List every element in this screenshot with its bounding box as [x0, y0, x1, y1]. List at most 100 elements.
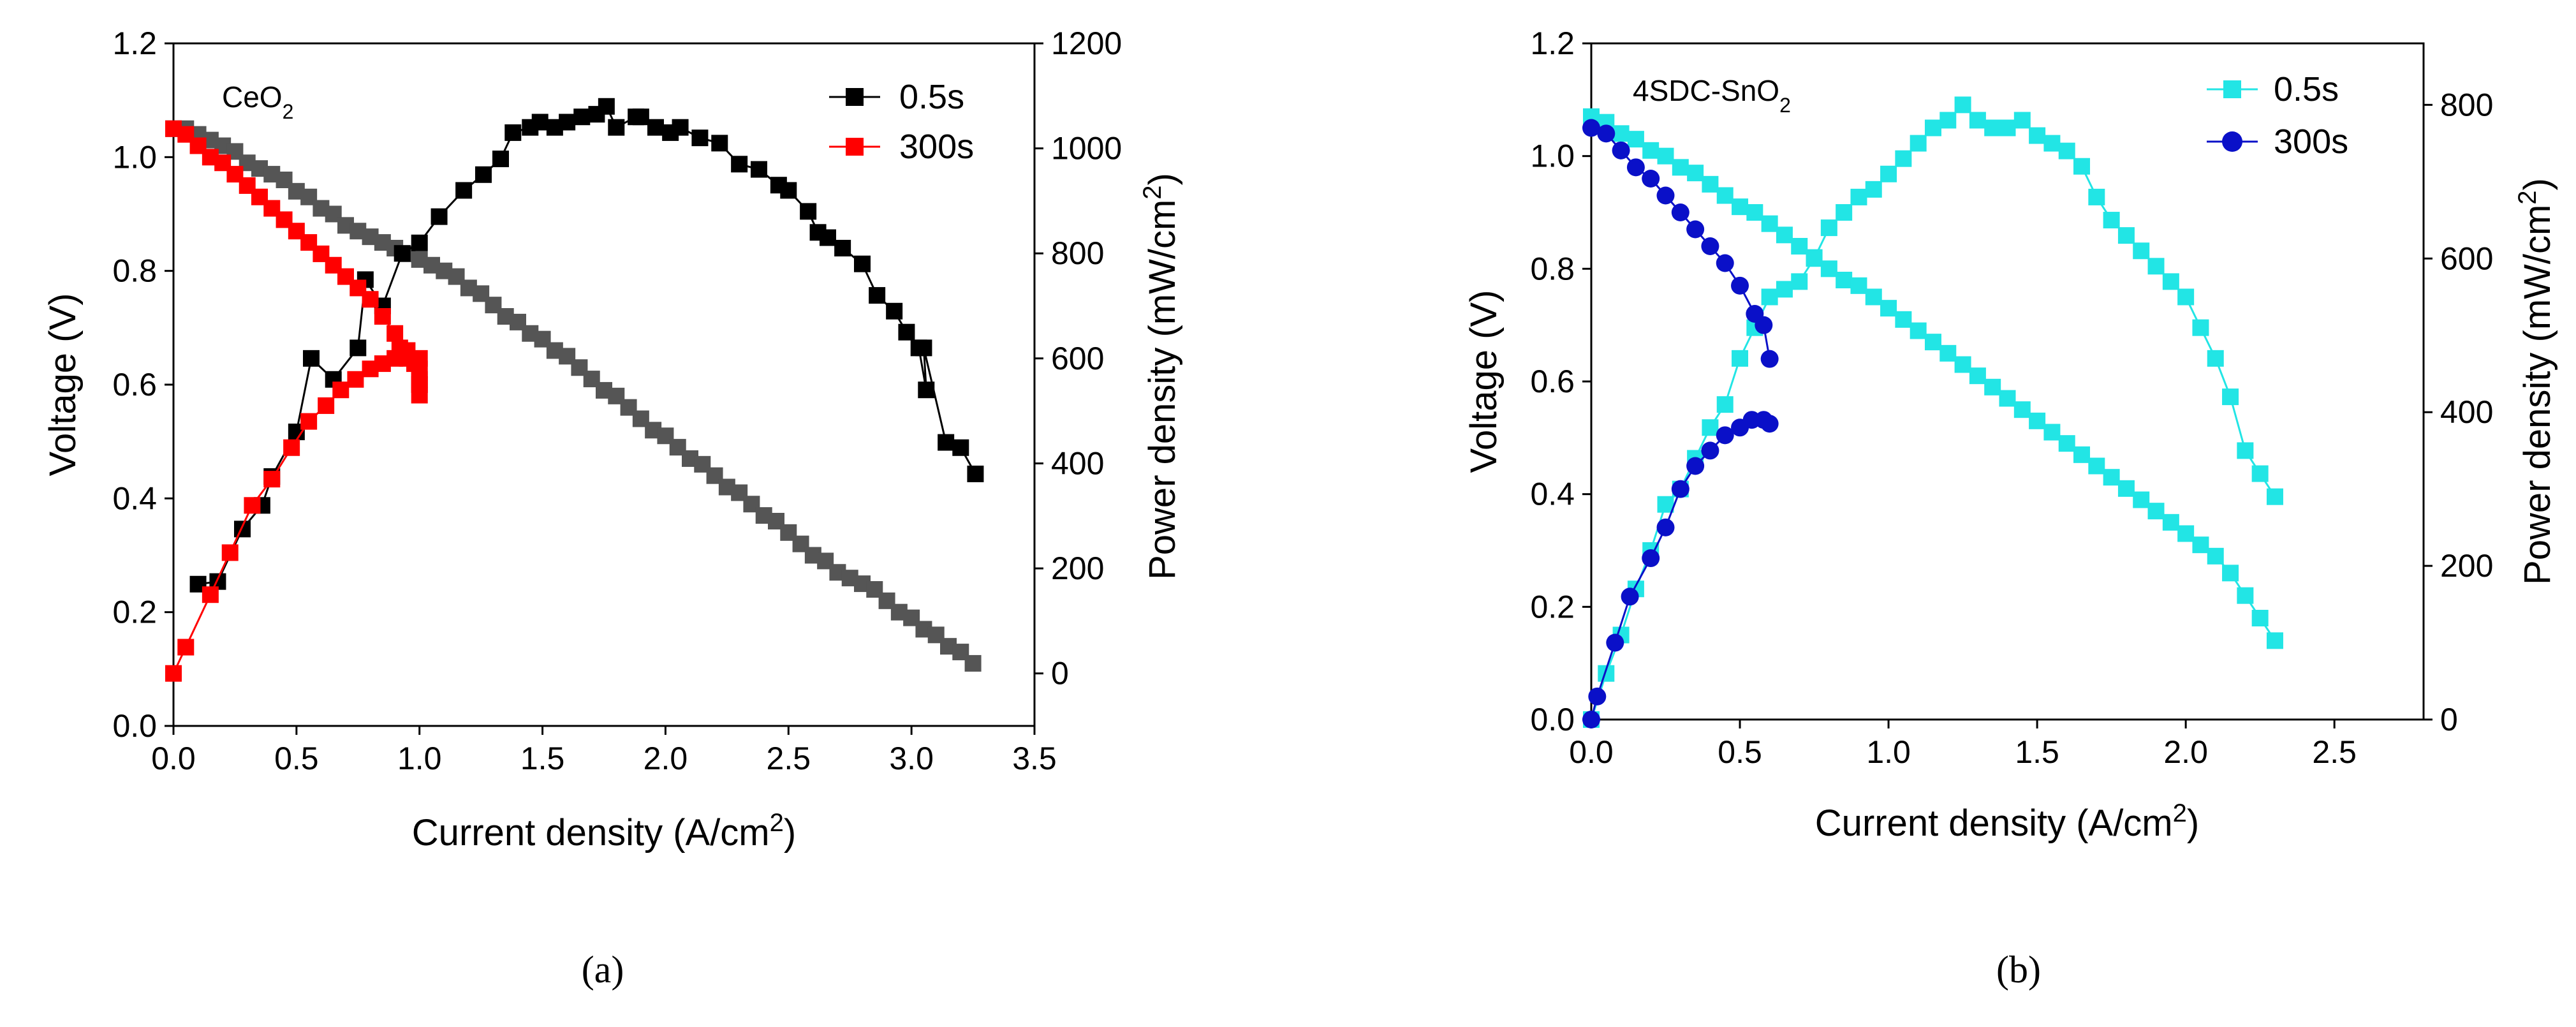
panel-b-series-0-5s-voltage-point: [1776, 226, 1793, 244]
panel-a-series-0-5s-power-point: [632, 108, 649, 126]
panel-b-series-0-5s-voltage-point: [1732, 198, 1749, 216]
panel-a-y-tick-label: 0.8: [112, 253, 157, 289]
panel-a-series-300s-power-line: [172, 346, 421, 674]
panel-a-series-0-5s-power-point: [898, 323, 915, 341]
panel-b-series-300s-power-point: [1582, 711, 1600, 728]
panel-b-series-0-5s-power-point: [1702, 419, 1719, 436]
panel-b-series-300s-voltage-point: [1626, 158, 1645, 177]
panel-a-x-tick-label: 3.5: [1012, 741, 1057, 776]
panel-a-series-0-5s-power-point: [869, 287, 886, 304]
panel-a-series-300s-power-point: [177, 639, 195, 656]
panel-b-series-0-5s-voltage-point: [2058, 435, 2075, 452]
panel-b-series-0-5s-power-point: [1984, 119, 2001, 137]
panel-b-series-0-5s-power-point: [2013, 112, 2031, 129]
panel-b-series-0-5s-power-point: [1836, 204, 1853, 221]
panel-b-series-0-5s-voltage-point: [1999, 390, 2016, 407]
panel-a-y-tick-label: 0.2: [112, 595, 157, 630]
panel-b-series-0-5s-power-point: [1761, 288, 1778, 306]
panel-b-y2-tick-label: 0: [2440, 702, 2458, 737]
panel-b-series-0-5s-voltage-point: [1642, 142, 1660, 159]
panel-a-series-0-5s-power-point: [711, 135, 728, 152]
panel-b-series-0-5s-power-point: [2043, 135, 2061, 152]
panel-b-legend-label-1: 300s: [2274, 122, 2348, 161]
panel-b-ylabel: Voltage (V): [1463, 290, 1505, 473]
panel-b-y2-ticks: 0 200 400 600 800: [2424, 87, 2493, 737]
panel-b-annotation: 4SDC-SnO2: [1633, 74, 1791, 117]
panel-b-series-300s-voltage-point: [1760, 350, 1779, 368]
panel-b-series-0-5s-voltage-point: [2266, 632, 2283, 649]
panel-b-series-0-5s-voltage-point: [2103, 469, 2120, 486]
panel-b-chart: 0.0 0.5 1.0 1.5 2.0 2.5 0.0 0.2 0.4 0.6 0.8 1.0 1.2…: [1463, 26, 2558, 844]
panel-b-series-300s-power-point: [1671, 480, 1689, 498]
panel-b-series-0-5s-power-point: [1880, 165, 1897, 182]
panel-b-y-tick-label: 1.0: [1530, 138, 1575, 174]
panel-a-xlabel: Current density (A/cm2): [412, 809, 796, 853]
panel-b-series-0-5s-voltage-point: [1761, 215, 1778, 232]
panel-b-series-0-5s-voltage-point: [1895, 311, 1912, 328]
panel-b-series-0-5s-voltage-point: [1627, 131, 1644, 148]
panel-b-series-0-5s-power-point: [1865, 181, 1882, 198]
panel-a-series-300s-power-point: [283, 439, 300, 456]
panel-b-series-0-5s-voltage-point: [1820, 260, 1837, 277]
panel-b-series-300s-power-point: [1760, 415, 1779, 433]
panel-a-series-0-5s-power-point: [350, 339, 367, 357]
panel-b-y2-tick-label: 200: [2440, 548, 2493, 584]
panel-b-series-0-5s-power-point: [2251, 465, 2269, 482]
panel-a-series-0-5s-power-point: [672, 119, 689, 136]
panel-b-series-300s-power-point: [1588, 687, 1607, 706]
panel-b-y2-tick-label: 800: [2440, 87, 2493, 122]
panel-b-series-0-5s-voltage-point: [1746, 204, 1763, 221]
panel-b-series-300s-power-line: [1590, 418, 1770, 720]
panel-b-series-300s-voltage-point: [1671, 203, 1689, 221]
panel-b-y-tick-label: 0.0: [1530, 702, 1575, 737]
panel-b-series-0-5s-power-line: [1590, 103, 2276, 720]
panel-b-series-0-5s-power-point: [2029, 127, 2046, 144]
panel-b-x-tick-label: 2.5: [2312, 734, 2357, 770]
panel-b-series-0-5s-power-point: [1820, 219, 1837, 237]
panel-b-series-300s-power-point: [1656, 518, 1675, 536]
panel-a-legend-label-0: 0.5s: [899, 78, 964, 116]
panel-b-series-300s-voltage-point: [1656, 186, 1675, 205]
caption-a: (a): [582, 949, 624, 991]
panel-b-series-0-5s-voltage-point: [1969, 367, 1986, 385]
panel-a-y2-ticks: 0 200 400 600 800 1000 1200: [1034, 26, 1122, 691]
panel-b-series-0-5s-power-point: [1969, 112, 1986, 129]
panel-a-series-300s-power-point: [347, 371, 364, 388]
panel-a-x-tick-label: 0.5: [274, 741, 319, 776]
panel-b-y2-tick-label: 600: [2440, 240, 2493, 276]
panel-b-y-tick-label: 0.2: [1530, 589, 1575, 624]
panel-b-series-0-5s-power-point: [1791, 273, 1808, 290]
panel-a-series-0-5s-power-point: [938, 434, 955, 451]
panel-a-y2-tick-label: 1200: [1051, 26, 1122, 61]
panel-a-y-tick-label: 1.0: [112, 139, 157, 175]
panel-b-series-300s-voltage-point: [1582, 119, 1600, 137]
panel-a-x-tick-label: 3.0: [889, 741, 934, 776]
panel-a-series-300s-power-point: [221, 544, 239, 561]
panel-b-x-tick-label: 1.0: [1866, 734, 1911, 770]
panel-a-series-0-5s-power-point: [800, 203, 817, 220]
panel-a-series-0-5s-power-point: [751, 161, 767, 178]
panel-a-y2-tick-label: 0: [1051, 656, 1069, 691]
panel-b-series-0-5s-voltage-point: [1954, 356, 1971, 373]
panel-a-series-300s-voltage-point: [386, 325, 404, 342]
panel-b-series-0-5s-voltage-point: [2147, 503, 2165, 520]
panel-b-series-300s-voltage-point: [1755, 316, 1773, 334]
panel-b-series-0-5s-power-point: [1657, 496, 1674, 513]
panel-b-series-300s-power-point: [1642, 549, 1660, 568]
panel-a-x-tick-label: 0.0: [151, 741, 196, 776]
panel-a-series-0-5s-power-point: [303, 350, 320, 367]
panel-b-series-0-5s-voltage-point: [1612, 125, 1630, 142]
panel-a-series-0-5s-power-line: [198, 105, 976, 586]
panel-b-legend-marker-0: [2223, 80, 2241, 98]
panel-a-series-300s-power-point: [165, 665, 182, 682]
panel-b-y2-tick-label: 400: [2440, 394, 2493, 430]
panel-b-series-0-5s-power-point: [1954, 96, 1971, 114]
panel-a-series-0-5s-power-point: [918, 381, 935, 399]
panel-a-series-0-5s-power-point: [411, 234, 428, 251]
panel-b-series-0-5s-voltage-point: [1791, 238, 1808, 255]
panel-a-series-0-5s-power-point: [431, 208, 448, 225]
panel-a-series-0-5s-power-point: [952, 439, 969, 456]
caption-b: (b): [1996, 949, 2041, 991]
panel-a-series-300s-power-point: [318, 397, 335, 414]
panel-a-series-0-5s-power-point: [598, 98, 615, 115]
